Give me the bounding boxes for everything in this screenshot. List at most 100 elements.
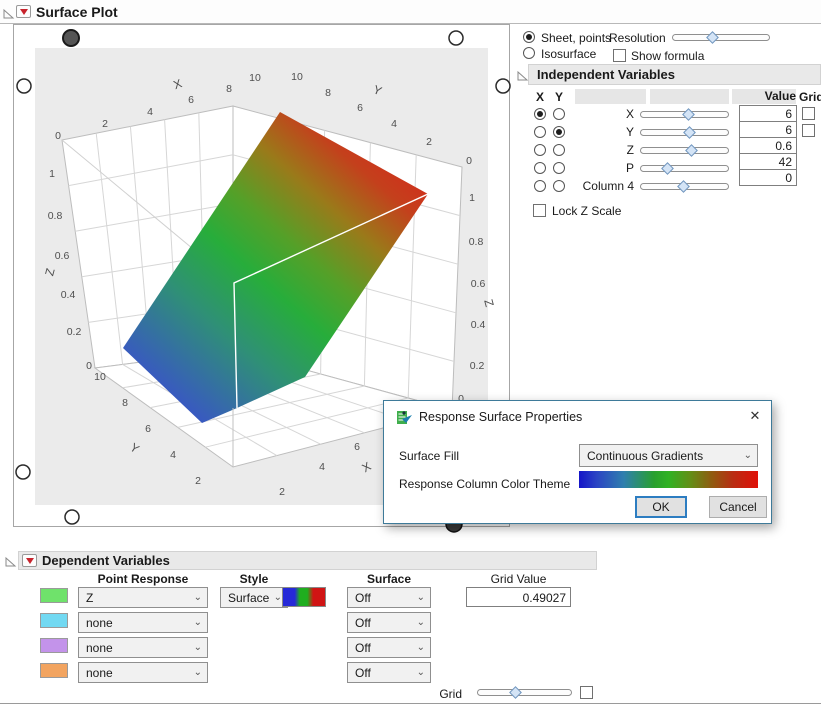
show-formula-checkbox[interactable] <box>613 49 626 62</box>
rotation-handle[interactable] <box>64 509 80 525</box>
iv-row-x-radio-y[interactable] <box>553 108 565 120</box>
dv-row2-column-dropdown[interactable]: none ⌄ <box>78 637 208 658</box>
z-axis-label-left: Z <box>42 267 57 278</box>
grid-checkbox[interactable] <box>580 686 593 699</box>
dv-row0-color-swatch[interactable] <box>40 588 68 603</box>
iv-row-p-radio-x[interactable] <box>534 162 546 174</box>
rotation-handle[interactable] <box>448 30 464 46</box>
value-header-label: Value <box>764 89 796 103</box>
dv-row3-column-value: none <box>86 665 113 680</box>
rotation-handle[interactable] <box>16 78 32 94</box>
dv-row0-surface-dropdown[interactable]: Off ⌄ <box>347 587 431 608</box>
value-header: Value <box>732 89 796 104</box>
iv-row-z-radio-y[interactable] <box>553 144 565 156</box>
svg-text:10: 10 <box>249 72 261 84</box>
report-disclosure-triangle[interactable] <box>2 7 15 20</box>
iv-row-y-value[interactable]: 6 <box>739 121 797 138</box>
iv-row-p-label: P <box>625 161 634 175</box>
resolution-slider[interactable] <box>672 34 770 41</box>
dependent-variables-menu-button[interactable] <box>22 554 37 567</box>
isosurface-label: Isosurface <box>541 47 597 61</box>
grid-slider[interactable] <box>477 689 572 696</box>
red-triangle-icon <box>25 557 34 564</box>
jmp-icon <box>396 409 413 429</box>
independent-variables-title: Independent Variables <box>537 67 675 82</box>
rotation-handle-active[interactable] <box>62 29 80 47</box>
svg-text:4: 4 <box>319 461 325 473</box>
svg-text:0.6: 0.6 <box>471 278 486 290</box>
iv-row-z-radio-x[interactable] <box>534 144 546 156</box>
chevron-down-icon: ⌄ <box>416 591 425 603</box>
iv-row-y-radio-y[interactable] <box>553 126 565 138</box>
dv-row0-column-dropdown[interactable]: Z ⌄ <box>78 587 208 608</box>
dv-row3-column-dropdown[interactable]: none ⌄ <box>78 662 208 683</box>
z-axis-label-right: Z <box>481 298 496 309</box>
color-theme-gradient-bar[interactable] <box>579 471 758 488</box>
svg-text:6: 6 <box>354 441 360 453</box>
dependent-disclosure-triangle[interactable] <box>4 555 17 568</box>
dv-row1-column-dropdown[interactable]: none ⌄ <box>78 612 208 633</box>
surface-fill-dropdown[interactable]: Continuous Gradients ⌄ <box>579 444 758 467</box>
dv-row1-surface-dropdown[interactable]: Off ⌄ <box>347 612 431 633</box>
response-surface-properties-dialog: Response Surface Properties ✕ Surface Fi… <box>383 400 772 524</box>
header-cell <box>575 89 646 104</box>
svg-text:4: 4 <box>170 449 176 461</box>
dv-row0-style-dropdown[interactable]: Surface ⌄ <box>220 587 288 608</box>
report-title-band <box>0 0 821 24</box>
dv-row2-color-swatch[interactable] <box>40 638 68 653</box>
sheet-points-radio[interactable] <box>523 31 535 43</box>
svg-text:6: 6 <box>188 94 194 106</box>
iv-row-p-radio-y[interactable] <box>553 162 565 174</box>
iv-row-y-grid-checkbox[interactable] <box>802 124 815 137</box>
surface-fold-lines <box>233 193 429 409</box>
header-cell <box>650 89 729 104</box>
svg-text:0: 0 <box>55 130 61 142</box>
iv-row-x-grid-checkbox[interactable] <box>802 107 815 120</box>
svg-text:6: 6 <box>357 102 363 114</box>
svg-text:0.6: 0.6 <box>55 250 70 262</box>
dependent-variables-header[interactable] <box>18 551 597 570</box>
rotation-handle[interactable] <box>15 464 31 480</box>
isosurface-radio[interactable] <box>523 47 535 59</box>
iv-row-c4-radio-x[interactable] <box>534 180 546 192</box>
iv-row-c4-value[interactable]: 0 <box>739 169 797 186</box>
iv-row-y-label: Y <box>625 125 634 139</box>
dv-row3-color-swatch[interactable] <box>40 663 68 678</box>
dv-row0-surface-gradient-swatch[interactable] <box>282 587 326 607</box>
iv-row-x-radio-x[interactable] <box>534 108 546 120</box>
dv-row1-color-swatch[interactable] <box>40 613 68 628</box>
red-triangle-icon <box>19 8 28 15</box>
svg-text:0.8: 0.8 <box>48 210 63 222</box>
iv-row-p-slider[interactable] <box>640 165 729 172</box>
iv-row-c4-radio-y[interactable] <box>553 180 565 192</box>
ok-button[interactable]: OK <box>635 496 687 518</box>
iv-row-z-slider[interactable] <box>640 147 729 154</box>
page-title: Surface Plot <box>36 4 118 20</box>
cancel-button[interactable]: Cancel <box>709 496 767 518</box>
dv-row0-grid-value[interactable]: 0.49027 <box>466 587 571 607</box>
show-formula-label: Show formula <box>631 49 705 63</box>
response-surface-sheet[interactable] <box>123 112 428 423</box>
svg-text:4: 4 <box>147 106 153 118</box>
svg-text:2: 2 <box>195 475 201 487</box>
dv-row2-surface-value: Off <box>355 640 371 655</box>
color-theme-label: Response Column Color Theme <box>399 477 571 491</box>
dv-row3-surface-dropdown[interactable]: Off ⌄ <box>347 662 431 683</box>
surface-plot-menu-button[interactable] <box>16 5 31 18</box>
lock-z-scale-checkbox[interactable] <box>533 204 546 217</box>
grid-header: Grid <box>799 90 821 104</box>
iv-row-p-value[interactable]: 42 <box>739 153 797 170</box>
resolution-label: Resolution <box>609 31 666 45</box>
independent-disclosure-triangle[interactable] <box>516 69 529 82</box>
iv-row-z-value[interactable]: 0.6 <box>739 137 797 154</box>
iv-row-x-value[interactable]: 6 <box>739 105 797 122</box>
close-icon[interactable]: ✕ <box>749 408 761 423</box>
grid-slider-label: Grid <box>439 687 462 701</box>
dv-row0-style-value: Surface <box>228 590 270 605</box>
chevron-down-icon: ⌄ <box>193 616 202 628</box>
rotation-handle[interactable] <box>495 78 511 94</box>
dv-row2-surface-dropdown[interactable]: Off ⌄ <box>347 637 431 658</box>
svg-text:0: 0 <box>86 360 92 372</box>
chevron-down-icon: ⌄ <box>193 666 202 678</box>
iv-row-y-radio-x[interactable] <box>534 126 546 138</box>
